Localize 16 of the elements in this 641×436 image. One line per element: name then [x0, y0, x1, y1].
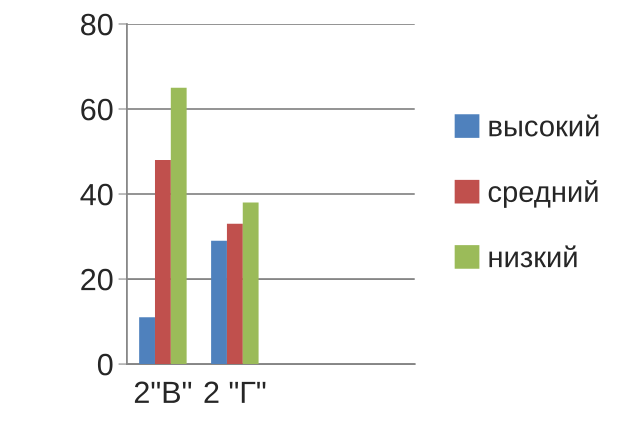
- y-tick-label: 40: [80, 184, 113, 206]
- bar: [154, 160, 171, 364]
- legend-label: низкий: [489, 245, 577, 268]
- bar: [242, 202, 259, 364]
- y-tick-label: 80: [81, 14, 113, 36]
- x-tick-label: 2"В": [134, 382, 192, 403]
- x-tick-label: 2 "Г": [204, 382, 266, 403]
- bar: [211, 240, 227, 364]
- bar: [170, 88, 187, 364]
- bar: [226, 224, 243, 364]
- bar: [139, 317, 155, 364]
- legend-label: высокий: [489, 114, 598, 136]
- y-tick-label: 0: [98, 354, 113, 376]
- y-tick-label: 60: [81, 98, 113, 120]
- legend-label: средний: [488, 180, 598, 208]
- y-tick-label: 20: [81, 268, 113, 290]
